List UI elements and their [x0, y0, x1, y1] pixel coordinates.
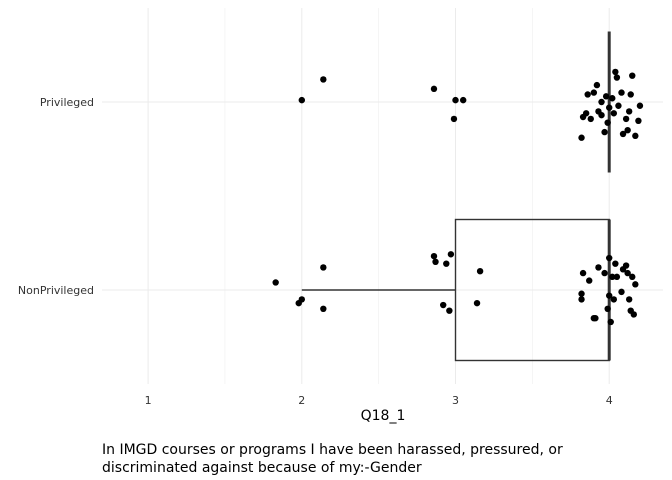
data-point — [606, 254, 613, 262]
axis-layer: 1 2 3 4 NonPrivileged Privileged — [18, 96, 613, 407]
data-point — [624, 269, 631, 277]
data-point — [604, 305, 611, 312]
data-point — [320, 264, 327, 271]
data-point — [590, 89, 598, 96]
data-point — [606, 292, 613, 299]
data-point — [632, 132, 639, 140]
x-tick-label: 2 — [298, 394, 305, 407]
data-point — [601, 128, 608, 136]
data-point — [618, 288, 625, 296]
data-point — [432, 258, 439, 265]
data-point — [459, 96, 467, 104]
data-point — [632, 281, 639, 288]
data-point — [613, 273, 621, 281]
data-point — [320, 305, 327, 312]
data-point — [618, 89, 625, 96]
data-point — [613, 74, 621, 81]
data-point — [272, 279, 279, 286]
data-point — [622, 115, 630, 123]
data-point — [612, 68, 619, 76]
data-point — [610, 110, 618, 117]
data-point — [586, 277, 593, 284]
data-point — [595, 264, 602, 271]
data-point — [606, 104, 613, 111]
grid-layer — [102, 8, 663, 384]
data-point — [612, 260, 619, 267]
data-point — [598, 111, 605, 119]
data-point — [447, 251, 455, 258]
data-point — [578, 296, 585, 303]
data-point — [582, 110, 590, 117]
y-tick-label: Privileged — [40, 96, 94, 109]
data-point — [622, 262, 630, 269]
data-point — [430, 85, 438, 93]
data-point — [635, 117, 642, 125]
data-point — [625, 296, 633, 303]
data-point — [584, 91, 591, 98]
data-point — [619, 130, 627, 138]
data-point — [579, 269, 587, 277]
data-point — [578, 290, 585, 297]
data-point — [602, 93, 610, 100]
data-point — [430, 252, 438, 260]
data-point — [446, 307, 453, 314]
chart-caption: In IMGD courses or programs I have been … — [102, 442, 563, 476]
x-tick-label: 4 — [606, 394, 613, 407]
data-point — [629, 273, 636, 281]
data-point — [443, 260, 450, 267]
data-point — [625, 108, 633, 115]
data-point — [587, 115, 594, 123]
data-point — [627, 91, 634, 98]
data-point — [609, 273, 616, 281]
data-point — [630, 311, 637, 318]
data-point — [598, 98, 605, 106]
data-point — [615, 102, 622, 109]
data-point — [624, 127, 631, 134]
data-point — [473, 299, 481, 307]
box-layer — [301, 31, 611, 362]
data-point — [320, 76, 327, 83]
data-point — [593, 81, 601, 89]
data-point — [592, 315, 599, 322]
data-point — [298, 296, 306, 303]
data-point — [452, 96, 459, 104]
data-point — [610, 296, 618, 303]
data-point — [629, 72, 636, 79]
data-point — [450, 115, 458, 123]
x-tick-label: 3 — [452, 394, 459, 407]
data-point — [604, 119, 611, 126]
data-point — [607, 318, 614, 326]
data-point — [440, 301, 447, 309]
data-point — [476, 268, 484, 275]
x-axis-title: Q18_1 — [361, 408, 406, 424]
x-tick-label: 1 — [145, 394, 152, 407]
data-point — [601, 269, 608, 277]
data-point — [636, 102, 644, 109]
data-point — [609, 95, 616, 102]
y-tick-label: NonPrivileged — [18, 284, 94, 297]
data-point — [578, 134, 585, 141]
point-layer — [272, 68, 644, 326]
data-point — [298, 96, 306, 104]
